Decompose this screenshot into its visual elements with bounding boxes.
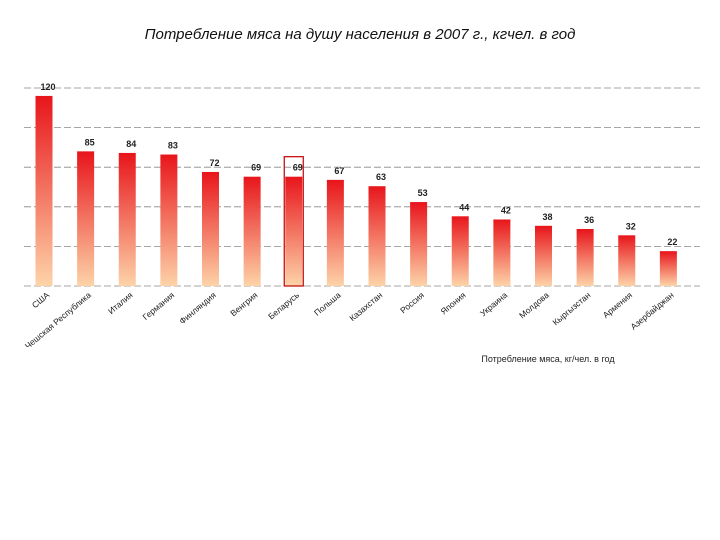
bar-12 <box>493 219 511 286</box>
bar-14 <box>576 228 594 286</box>
bar-6 <box>243 176 261 286</box>
category-label-6: Венгрия <box>228 290 259 319</box>
value-label-3: 84 <box>126 139 136 149</box>
category-label-12: Украина <box>478 290 509 319</box>
value-label-9: 63 <box>376 172 386 182</box>
bar-4 <box>160 154 178 286</box>
category-label-9: Казахстан <box>347 290 384 323</box>
value-label-5: 72 <box>209 158 219 168</box>
bar-11 <box>451 216 469 286</box>
x-axis-title: Потребление мяса, кг/чел. в год <box>481 354 615 364</box>
bar-13 <box>535 225 552 286</box>
bar-5 <box>202 171 219 286</box>
chart-title: Потребление мяса на душу населения в 200… <box>144 26 576 43</box>
category-label-7: Беларусь <box>266 290 301 322</box>
bar-15 <box>618 235 636 286</box>
value-label-11: 44 <box>459 202 469 212</box>
category-label-10: Россия <box>398 290 426 316</box>
category-label-1: США <box>30 290 52 310</box>
category-label-15: Армения <box>601 290 635 320</box>
value-label-1: 120 <box>40 82 55 92</box>
category-label-11: Япония <box>438 290 467 317</box>
category-label-4: Германия <box>141 290 177 322</box>
bar-10 <box>410 202 428 286</box>
bars <box>35 95 677 287</box>
value-label-8: 67 <box>334 166 344 176</box>
category-label-13: Молдова <box>517 290 551 321</box>
value-labels: 120 85 84 83 72 69 69 67 63 53 44 42 38 36 32 22 <box>40 82 677 247</box>
value-label-14: 36 <box>584 215 594 225</box>
category-label-5: Финляндия <box>177 290 218 327</box>
bar-8 <box>326 179 344 286</box>
category-label-8: Польша <box>312 290 343 318</box>
category-label-3: Италия <box>106 290 135 317</box>
value-label-7: 69 <box>293 163 303 173</box>
bar-9 <box>368 186 386 286</box>
bar-3 <box>118 152 136 286</box>
bar-7 <box>285 176 303 286</box>
highlight-box <box>283 156 304 287</box>
value-label-4: 83 <box>168 141 178 151</box>
value-label-2: 85 <box>85 137 95 147</box>
bar-16 <box>659 251 677 286</box>
value-label-10: 53 <box>418 188 428 198</box>
category-label-16: Азербайджан <box>629 290 676 332</box>
value-label-16: 22 <box>667 237 677 247</box>
value-label-12: 42 <box>501 205 511 215</box>
bar-1 <box>35 95 53 286</box>
value-label-15: 32 <box>626 221 636 231</box>
category-label-14: Кыргызстан <box>551 290 593 328</box>
value-label-6: 69 <box>251 163 261 173</box>
bar-2 <box>77 151 95 286</box>
value-label-13: 38 <box>542 212 552 222</box>
